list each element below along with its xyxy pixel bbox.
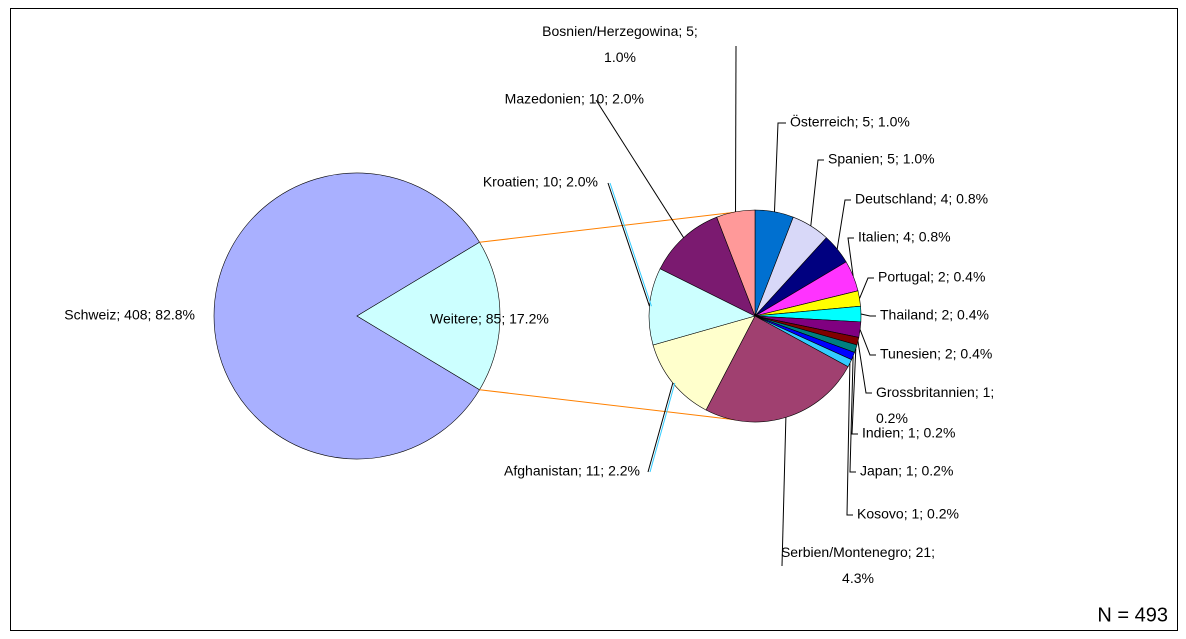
- data-label: Weitere; 85; 17.2%: [430, 311, 549, 327]
- data-label: Portugal; 2; 0.4%: [878, 269, 985, 285]
- pie-slice: [716, 209, 756, 317]
- data-label: Indien; 1; 0.2%: [862, 425, 955, 441]
- leader-line: [860, 313, 876, 317]
- leader-line: [857, 341, 872, 394]
- data-label: Grossbritannien; 1; 0.2%: [876, 384, 994, 426]
- data-label: Mazedonien; 10; 2.0%: [505, 91, 644, 107]
- leader-line: [647, 382, 674, 473]
- leader-line: [836, 199, 851, 250]
- data-label: Deutschland; 4; 0.8%: [855, 191, 988, 207]
- leader-line: [607, 182, 650, 307]
- leader-line: [595, 99, 685, 238]
- leader-line: [851, 348, 858, 435]
- leader-line: [773, 122, 786, 212]
- data-label-line: 4.3%: [842, 570, 874, 586]
- leader-line: [609, 182, 652, 307]
- data-label: Afghanistan; 11; 2.2%: [504, 463, 640, 479]
- data-label: Italien; 4; 0.8%: [858, 229, 951, 245]
- data-label: Thailand; 2; 0.4%: [880, 307, 989, 323]
- data-label: Serbien/Montenegro; 21; 4.3%: [781, 544, 935, 586]
- data-label: Japan; 1; 0.2%: [860, 463, 953, 479]
- pie-slice: [648, 268, 756, 346]
- leader-line: [849, 356, 856, 473]
- pie-slice: [659, 216, 756, 317]
- leader-line: [859, 277, 874, 299]
- data-label: Kosovo; 1; 0.2%: [857, 506, 959, 522]
- pie-slice: [356, 241, 501, 391]
- data-label-line: Bosnien/Herzegowina; 5;: [542, 23, 698, 39]
- pie-slice: [213, 172, 480, 460]
- pie-slice: [652, 315, 756, 411]
- connector-line: [479, 211, 738, 243]
- data-label-line: Grossbritannien; 1;: [876, 384, 994, 400]
- data-label: Spanien; 5; 1.0%: [828, 151, 935, 167]
- leader-line: [846, 363, 853, 516]
- leader-line: [859, 329, 876, 356]
- leader-line: [847, 237, 854, 276]
- data-label-line: Serbien/Montenegro; 21;: [781, 544, 935, 560]
- leader-line: [649, 382, 676, 473]
- data-label: Bosnien/Herzegowina; 5; 1.0%: [542, 23, 698, 65]
- connector-line: [479, 389, 738, 421]
- data-label: Schweiz; 408; 82.8%: [64, 307, 195, 323]
- chart-frame: [10, 8, 1178, 631]
- data-label: Tunesien; 2; 0.4%: [880, 346, 992, 362]
- data-label-line: 0.2%: [876, 410, 908, 426]
- data-label-line: 1.0%: [604, 49, 636, 65]
- leader-line: [810, 159, 824, 226]
- leader-line: [781, 417, 787, 567]
- note: N = 493: [1097, 604, 1168, 626]
- data-label: Kroatien; 10; 2.0%: [483, 174, 598, 190]
- data-label: Österreich; 5; 1.0%: [790, 113, 910, 130]
